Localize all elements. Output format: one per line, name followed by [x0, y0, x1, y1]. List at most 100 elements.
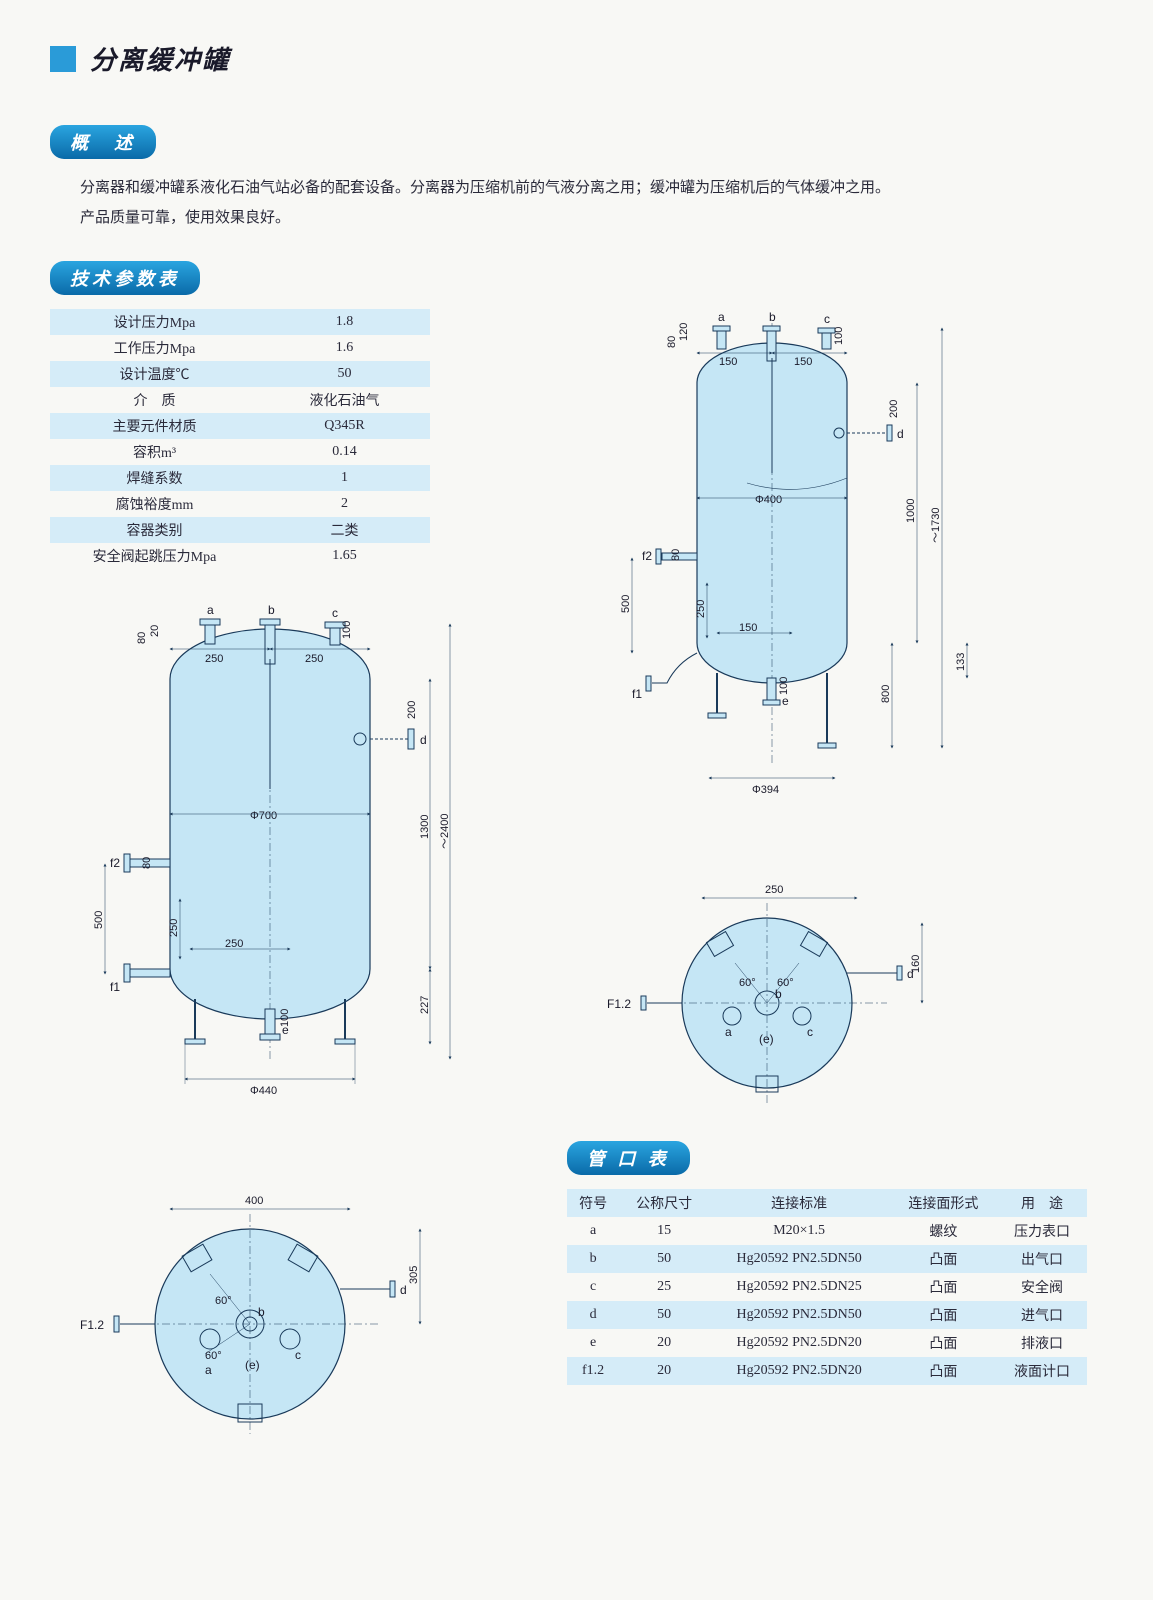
spec-row: 焊缝系数1	[50, 465, 430, 491]
svg-text:150: 150	[739, 622, 757, 634]
svg-text:a: a	[725, 1025, 732, 1039]
overview-p2: 产品质量可靠，使用效果良好。	[50, 203, 1103, 233]
spec-row: 腐蚀裕度mm2	[50, 491, 430, 517]
svg-text:160: 160	[910, 955, 922, 973]
spec-row: 工作压力Mpa1.6	[50, 335, 430, 361]
svg-text:a: a	[207, 603, 214, 617]
svg-text:80: 80	[136, 632, 148, 644]
title-accent-block	[50, 46, 76, 72]
svg-text:120: 120	[678, 323, 690, 341]
spec-table: 设计压力Mpa1.8工作压力Mpa1.6设计温度℃50介 质液化石油气主要元件材…	[50, 309, 430, 569]
spec-value: 50	[259, 361, 430, 387]
svg-text:f1: f1	[632, 687, 642, 701]
spec-row: 安全阀起跳压力Mpa1.65	[50, 543, 430, 569]
svg-text:250: 250	[305, 653, 323, 665]
svg-text:227: 227	[419, 996, 431, 1014]
svg-text:d: d	[400, 1283, 407, 1297]
svg-text:250: 250	[205, 653, 223, 665]
spec-row: 容器类别二类	[50, 517, 430, 543]
svg-text:100: 100	[833, 327, 845, 345]
svg-text:b: b	[268, 603, 275, 617]
overview-text: 分离器和缓冲罐系液化石油气站必备的配套设备。分离器为压缩机前的气液分离之用；缓冲…	[50, 173, 1103, 233]
svg-text:200: 200	[888, 400, 900, 418]
spec-label: 工作压力Mpa	[50, 335, 259, 361]
svg-text:b: b	[775, 987, 782, 1001]
port-row: f1.220Hg20592 PN2.5DN20凸面液面计口	[567, 1357, 1087, 1385]
spec-value: 1.6	[259, 335, 430, 361]
spec-value: Q345R	[259, 413, 430, 439]
port-col: 用 途	[997, 1189, 1087, 1217]
svg-text:c: c	[807, 1025, 813, 1039]
spec-row: 主要元件材质Q345R	[50, 413, 430, 439]
svg-text:250: 250	[765, 884, 783, 896]
svg-text:80: 80	[666, 336, 678, 348]
tank-small-topview: d F1.2 60° 60° abc (e) 250 160	[567, 868, 987, 1118]
spec-label: 容积m³	[50, 439, 259, 465]
spec-value: 液化石油气	[259, 387, 430, 413]
svg-text:Φ440: Φ440	[250, 1085, 277, 1097]
port-col: 符号	[567, 1189, 620, 1217]
svg-text:250: 250	[695, 600, 707, 618]
svg-text:250: 250	[225, 938, 243, 950]
spec-value: 1	[259, 465, 430, 491]
svg-text:b: b	[769, 310, 776, 324]
svg-text:80: 80	[141, 857, 153, 869]
svg-text:133: 133	[955, 653, 967, 671]
svg-text:c: c	[332, 606, 338, 620]
spec-value: 0.14	[259, 439, 430, 465]
port-row: d50Hg20592 PN2.5DN50凸面进气口	[567, 1301, 1087, 1329]
spec-header: 技术参数表	[50, 261, 200, 295]
svg-text:c: c	[295, 1348, 301, 1362]
port-col: 连接面形式	[889, 1189, 997, 1217]
svg-text:100: 100	[279, 1009, 291, 1027]
svg-text:Φ394: Φ394	[752, 784, 779, 796]
spec-row: 介 质液化石油气	[50, 387, 430, 413]
port-row: b50Hg20592 PN2.5DN50凸面出气口	[567, 1245, 1087, 1273]
spec-label: 焊缝系数	[50, 465, 259, 491]
svg-text:500: 500	[620, 595, 632, 613]
port-table: 符号公称尺寸连接标准连接面形式用 途 a15M20×1.5螺纹压力表口b50Hg…	[567, 1189, 1087, 1385]
svg-text:Φ400: Φ400	[755, 494, 782, 506]
svg-text:f2: f2	[642, 549, 652, 563]
port-header: 管 口 表	[567, 1141, 690, 1175]
svg-text:800: 800	[880, 685, 892, 703]
svg-text:Φ700: Φ700	[250, 810, 277, 822]
spec-value: 1.65	[259, 543, 430, 569]
spec-label: 设计温度℃	[50, 361, 259, 387]
spec-row: 设计压力Mpa1.8	[50, 309, 430, 335]
svg-text:F1.2: F1.2	[607, 997, 631, 1011]
svg-text:150: 150	[719, 356, 737, 368]
svg-text:500: 500	[93, 911, 105, 929]
port-row: e20Hg20592 PN2.5DN20凸面排液口	[567, 1329, 1087, 1357]
page-title: 分离缓冲罐	[90, 40, 230, 77]
svg-text:250: 250	[168, 919, 180, 937]
svg-text:60°: 60°	[205, 1350, 222, 1362]
svg-text:d: d	[897, 427, 904, 441]
port-row: c25Hg20592 PN2.5DN25凸面安全阀	[567, 1273, 1087, 1301]
tank-large-topview: d F1.2 60° 60° abc (e) 400 305	[50, 1174, 470, 1454]
svg-text:f2: f2	[110, 856, 120, 870]
page-title-row: 分离缓冲罐	[50, 40, 1103, 77]
spec-value: 二类	[259, 517, 430, 543]
svg-text:1300: 1300	[419, 815, 431, 839]
svg-text:80: 80	[670, 549, 682, 561]
svg-text:～1730: ～1730	[930, 508, 942, 543]
spec-value: 1.8	[259, 309, 430, 335]
svg-text:f1: f1	[110, 980, 120, 994]
svg-text:400: 400	[245, 1195, 263, 1207]
svg-text:d: d	[420, 733, 427, 747]
spec-row: 容积m³0.14	[50, 439, 430, 465]
svg-text:200: 200	[406, 701, 418, 719]
port-row: a15M20×1.5螺纹压力表口	[567, 1217, 1087, 1245]
svg-text:60°: 60°	[215, 1295, 232, 1307]
svg-text:F1.2: F1.2	[80, 1318, 104, 1332]
spec-label: 安全阀起跳压力Mpa	[50, 543, 259, 569]
svg-text:c: c	[824, 312, 830, 326]
tank-small-diagram: abc d f2 f1 e Φ400 150 150	[567, 303, 1027, 843]
svg-text:a: a	[718, 310, 725, 324]
svg-text:20: 20	[149, 625, 161, 637]
spec-label: 腐蚀裕度mm	[50, 491, 259, 517]
svg-text:～2400: ～2400	[439, 814, 451, 849]
svg-text:a: a	[205, 1363, 212, 1377]
overview-header: 概 述	[50, 125, 156, 159]
